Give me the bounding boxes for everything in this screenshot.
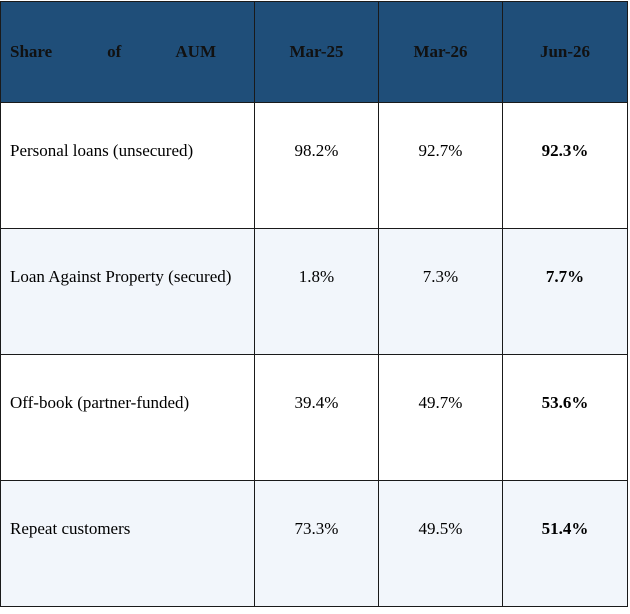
value-mar-25: 1.8% (298, 267, 335, 286)
table-header-row: Share of AUM Mar-25 Mar-26 Jun-26 (0, 1, 628, 103)
row-label-cell: Personal loans (unsecured) (0, 102, 255, 229)
value-cell: 49.5% (378, 480, 503, 607)
value-cell: 39.4% (254, 354, 379, 481)
value-mar-25: 73.3% (294, 519, 339, 538)
value-cell: 1.8% (254, 228, 379, 355)
value-cell: 92.3% (502, 102, 628, 229)
value-cell: 7.7% (502, 228, 628, 355)
row-label: Personal loans (unsecured) (10, 141, 194, 160)
row-label: Off-book (partner-funded) (10, 393, 190, 412)
value-cell: 92.7% (378, 102, 503, 229)
table-row: Loan Against Property (secured) 1.8% 7.3… (0, 228, 628, 355)
table-row: Personal loans (unsecured) 98.2% 92.7% 9… (0, 102, 628, 229)
row-label-cell: Repeat customers (0, 480, 255, 607)
table-row: Repeat customers 73.3% 49.5% 51.4% (0, 480, 628, 607)
value-cell: 73.3% (254, 480, 379, 607)
row-label: Loan Against Property (secured) (10, 267, 232, 286)
value-cell: 7.3% (378, 228, 503, 355)
table-row: Off-book (partner-funded) 39.4% 49.7% 53… (0, 354, 628, 481)
value-jun-26: 7.7% (545, 267, 585, 286)
value-cell: 53.6% (502, 354, 628, 481)
value-jun-26: 53.6% (541, 393, 589, 412)
value-jun-26: 92.3% (541, 141, 589, 160)
row-label: Repeat customers (10, 519, 131, 538)
value-cell: 51.4% (502, 480, 628, 607)
value-cell: 98.2% (254, 102, 379, 229)
row-label-cell: Off-book (partner-funded) (0, 354, 255, 481)
value-cell: 49.7% (378, 354, 503, 481)
row-label-cell: Loan Against Property (secured) (0, 228, 255, 355)
header-jun-26: Jun-26 (502, 1, 628, 103)
value-jun-26: 51.4% (541, 519, 589, 538)
header-mar-25: Mar-25 (254, 1, 379, 103)
value-mar-26: 49.7% (418, 393, 463, 412)
header-label: Share of AUM (0, 1, 255, 103)
value-mar-26: 49.5% (418, 519, 463, 538)
value-mar-26: 7.3% (422, 267, 459, 286)
value-mar-26: 92.7% (418, 141, 463, 160)
value-mar-25: 98.2% (294, 141, 339, 160)
value-mar-25: 39.4% (294, 393, 339, 412)
header-mar-26: Mar-26 (378, 1, 503, 103)
